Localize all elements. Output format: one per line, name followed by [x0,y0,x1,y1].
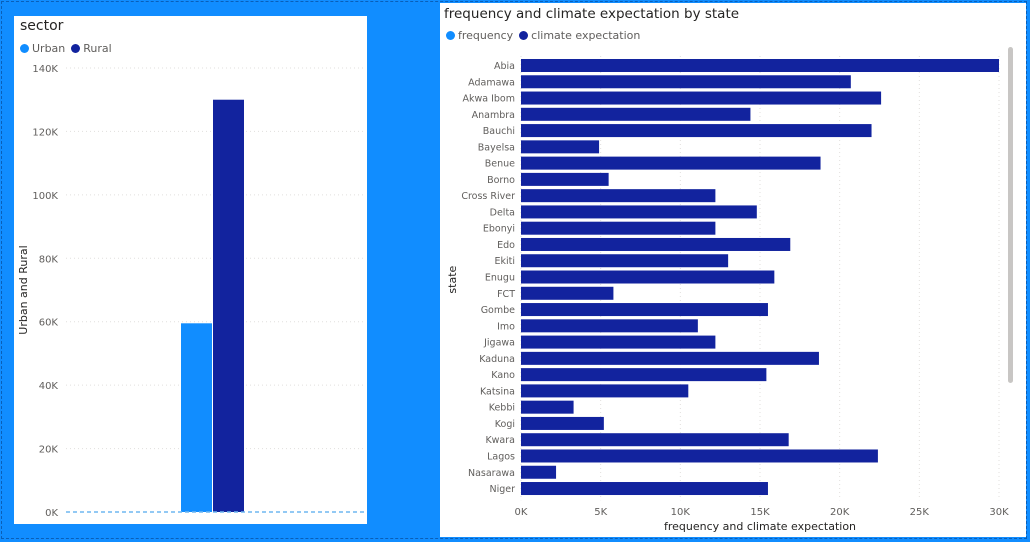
category-label-adamawa: Adamawa [468,77,515,88]
bar-bayelsa [521,140,600,154]
category-label-bauchi: Bauchi [483,126,515,137]
bar-enugu [521,270,775,284]
y-axis-title: Urban and Rural [17,245,30,334]
legend-item-rural[interactable]: Rural [71,42,112,55]
category-label-fct: FCT [497,289,515,300]
x-tick-label: 10K [671,507,691,518]
category-label-benue: Benue [485,159,515,170]
y-tick-label: 120K [32,127,58,138]
bar-gombe [521,303,768,317]
category-label-ekiti: Ekiti [494,256,515,267]
legend-label: Urban [32,42,66,55]
x-tick-label: 0K [515,507,528,518]
bar-borno [521,172,609,186]
bar-delta [521,205,757,219]
category-label-akwa-ibom: Akwa Ibom [462,94,515,105]
category-label-enugu: Enugu [485,273,515,284]
bar-kano [521,368,767,382]
bar-benue [521,156,821,170]
category-label-kebbi: Kebbi [489,403,515,414]
bar-katsina [521,384,689,398]
category-label-edo: Edo [497,240,515,251]
bar-ebonyi [521,221,716,235]
bar-edo [521,237,791,251]
bar-kogi [521,416,604,430]
x-tick-label: 25K [910,507,930,518]
x-tick-label: 5K [594,507,607,518]
legend-dot-icon [71,44,81,53]
state-visual[interactable]: frequency and climate expectation by sta… [440,3,1026,537]
legend-dot-icon [446,31,455,40]
bar-cross-river [521,189,716,203]
x-tick-label: 15K [750,507,770,518]
legend-item-climate-expectation[interactable]: climate expectation [519,29,640,42]
category-label-cross-river: Cross River [461,191,515,202]
y-tick-label: 20K [39,445,59,456]
bar-abia [521,59,999,72]
legend-item-urban[interactable]: Urban [20,42,65,55]
legend: frequency climate expectation [446,29,646,42]
category-label-anambra: Anambra [472,110,515,121]
bar-bauchi [521,124,872,138]
bar-imo [521,319,698,333]
category-label-abia: Abia [494,61,515,72]
legend-item-frequency[interactable]: frequency [446,29,513,42]
y-tick-label: 40K [39,381,59,392]
bar-niger [521,482,768,496]
x-tick-label: 20K [830,507,850,518]
visual-title: frequency and climate expectation by sta… [444,6,740,22]
category-label-delta: Delta [490,207,515,218]
bar-jigawa [521,335,716,349]
category-label-imo: Imo [497,321,515,332]
y-tick-label: 60K [39,318,59,329]
y-tick-label: 140K [32,64,58,75]
bar-nasarawa [521,465,557,479]
x-tick-label: 30K [989,507,1009,518]
visual-title: sector [20,18,64,34]
legend-label: frequency [458,29,514,42]
bar-rural [213,99,244,512]
bar-adamawa [521,75,851,89]
category-label-jigawa: Jigawa [483,338,515,349]
bar-urban [181,323,212,512]
legend-label: climate expectation [531,29,641,42]
bar-akwa-ibom [521,91,882,105]
y-tick-label: 100K [32,191,58,202]
bar-kebbi [521,400,574,414]
category-label-gombe: Gombe [481,305,515,316]
category-label-kogi: Kogi [495,419,515,430]
y-tick-label: 0K [45,508,58,519]
sector-chart: 0K 20K 40K 60K 80K 100K 120K 140K Urban and Rura… [17,64,364,519]
legend: Urban Rural [20,42,118,55]
legend-dot-icon [20,44,29,53]
category-label-katsina: Katsina [480,386,515,397]
category-label-kaduna: Kaduna [479,354,515,365]
legend-dot-icon [519,31,529,40]
category-label-nasarawa: Nasarawa [468,468,515,479]
state-chart: 0K 5K 10K 15K 20K 25K 30K Abia Adamawa Akwa Ibom A… [446,56,1009,533]
bar-fct [521,286,614,300]
y-axis-title: state [446,265,459,293]
category-label-lagos: Lagos [487,451,515,462]
category-label-ebonyi: Ebonyi [483,224,515,235]
category-label-kwara: Kwara [485,435,515,446]
legend-label: Rural [83,42,112,55]
x-axis-title: frequency and climate expectation [664,520,856,533]
category-label-niger: Niger [489,484,515,495]
bar-kwara [521,433,789,447]
sector-visual[interactable]: sector Urban Rural 0K 20K 40K 60K 80K 100K 120K… [14,16,367,524]
vertical-scrollbar[interactable] [1008,47,1013,383]
category-label-borno: Borno [487,175,515,186]
bar-ekiti [521,254,729,268]
category-label-kano: Kano [491,370,515,381]
bar-anambra [521,107,751,121]
bar-kaduna [521,351,819,365]
y-tick-label: 80K [39,254,59,265]
bar-lagos [521,449,878,463]
category-label-bayelsa: Bayelsa [478,142,515,153]
